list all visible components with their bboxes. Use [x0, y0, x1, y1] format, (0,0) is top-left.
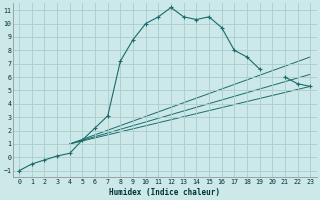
X-axis label: Humidex (Indice chaleur): Humidex (Indice chaleur) — [109, 188, 220, 197]
